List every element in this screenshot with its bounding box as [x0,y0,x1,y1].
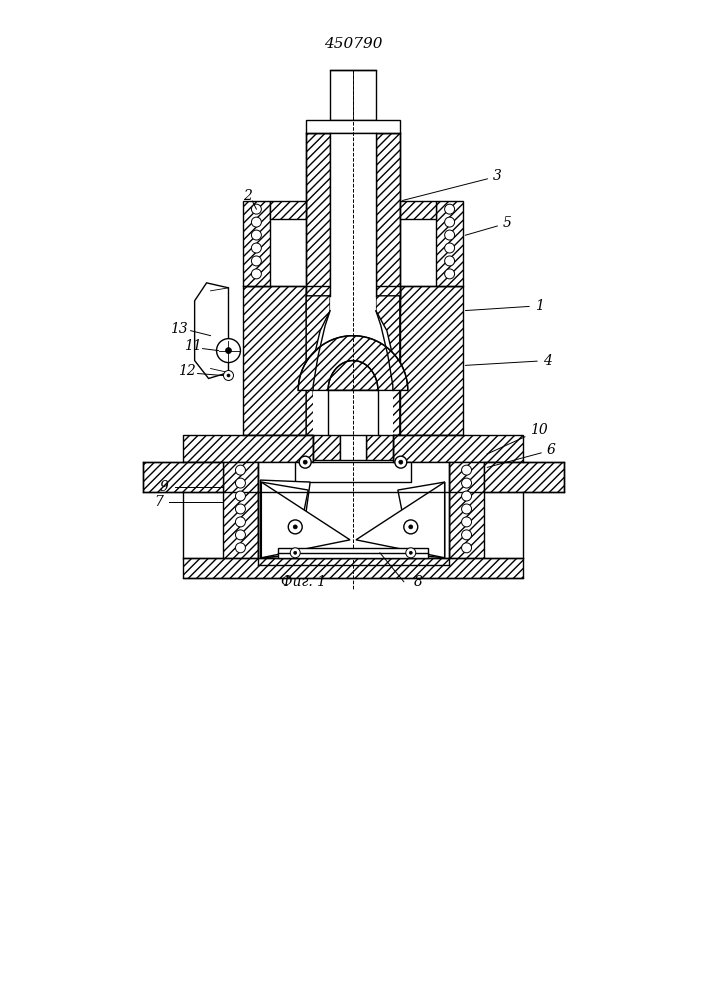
Bar [313,390,350,435]
Polygon shape [298,296,408,390]
Text: 7: 7 [154,495,163,509]
Circle shape [445,204,455,214]
Circle shape [299,456,311,468]
Circle shape [462,504,472,514]
Circle shape [235,517,245,527]
Text: 11: 11 [184,339,201,353]
Polygon shape [376,296,400,435]
Circle shape [445,256,455,266]
Bar [330,70,376,120]
Polygon shape [262,482,308,558]
Circle shape [462,543,472,553]
Polygon shape [398,482,445,558]
Circle shape [291,548,300,558]
Bar [340,435,366,460]
Bar [143,462,223,492]
Polygon shape [262,482,350,558]
Bar [182,435,313,462]
Polygon shape [194,283,228,378]
Bar [393,435,523,462]
Circle shape [445,269,455,279]
Circle shape [235,504,245,514]
Bar [306,133,330,296]
Circle shape [406,548,416,558]
Circle shape [445,230,455,240]
Circle shape [462,491,472,501]
Circle shape [227,374,230,377]
Circle shape [235,491,245,501]
Bar [313,435,340,460]
Text: 12: 12 [177,364,196,378]
Circle shape [409,525,413,529]
Text: 2: 2 [243,189,252,203]
Text: 10: 10 [487,423,548,454]
Circle shape [235,478,245,488]
Bar [243,201,270,286]
Circle shape [445,243,455,253]
Circle shape [293,525,297,529]
Bar [376,133,400,296]
Circle shape [252,243,262,253]
Bar [313,435,393,462]
Circle shape [252,204,262,214]
Circle shape [409,551,412,554]
Bar [306,120,400,133]
Text: 3: 3 [402,169,502,200]
Text: Фиг. 1: Фиг. 1 [281,575,326,589]
Bar [400,286,462,435]
Bar [449,462,484,562]
Bar [306,286,330,311]
Circle shape [216,339,240,363]
Circle shape [252,217,262,227]
Bar [296,462,411,482]
Bar [279,548,428,558]
Polygon shape [298,336,408,390]
Polygon shape [306,296,330,435]
Circle shape [235,543,245,553]
Circle shape [462,517,472,527]
Text: 13: 13 [170,322,187,336]
Bar [182,558,523,578]
Circle shape [223,371,233,380]
Bar [484,462,564,492]
Circle shape [303,460,307,464]
Bar [400,201,436,219]
Circle shape [462,465,472,475]
Circle shape [235,465,245,475]
Bar [366,435,393,460]
Bar [270,201,306,219]
Text: 1: 1 [465,299,544,313]
Text: 4: 4 [465,354,551,368]
Polygon shape [260,480,310,558]
Bar [436,201,462,286]
Circle shape [399,460,403,464]
Bar [258,462,449,565]
Text: 8: 8 [414,575,422,589]
Bar [243,286,306,435]
Bar [356,390,393,435]
Circle shape [252,256,262,266]
Text: 450790: 450790 [324,37,382,51]
Circle shape [252,269,262,279]
Bar [376,286,400,311]
Circle shape [462,478,472,488]
Circle shape [445,217,455,227]
Circle shape [252,230,262,240]
Circle shape [462,530,472,540]
Polygon shape [356,482,445,558]
Bar [223,462,258,562]
Text: 9: 9 [159,480,168,494]
Text: 5: 5 [465,216,512,235]
Circle shape [288,520,302,534]
Circle shape [235,530,245,540]
Text: 6: 6 [487,443,556,467]
Circle shape [404,520,418,534]
Circle shape [293,551,297,554]
Circle shape [395,456,407,468]
Circle shape [226,348,231,354]
Bar [330,133,376,296]
